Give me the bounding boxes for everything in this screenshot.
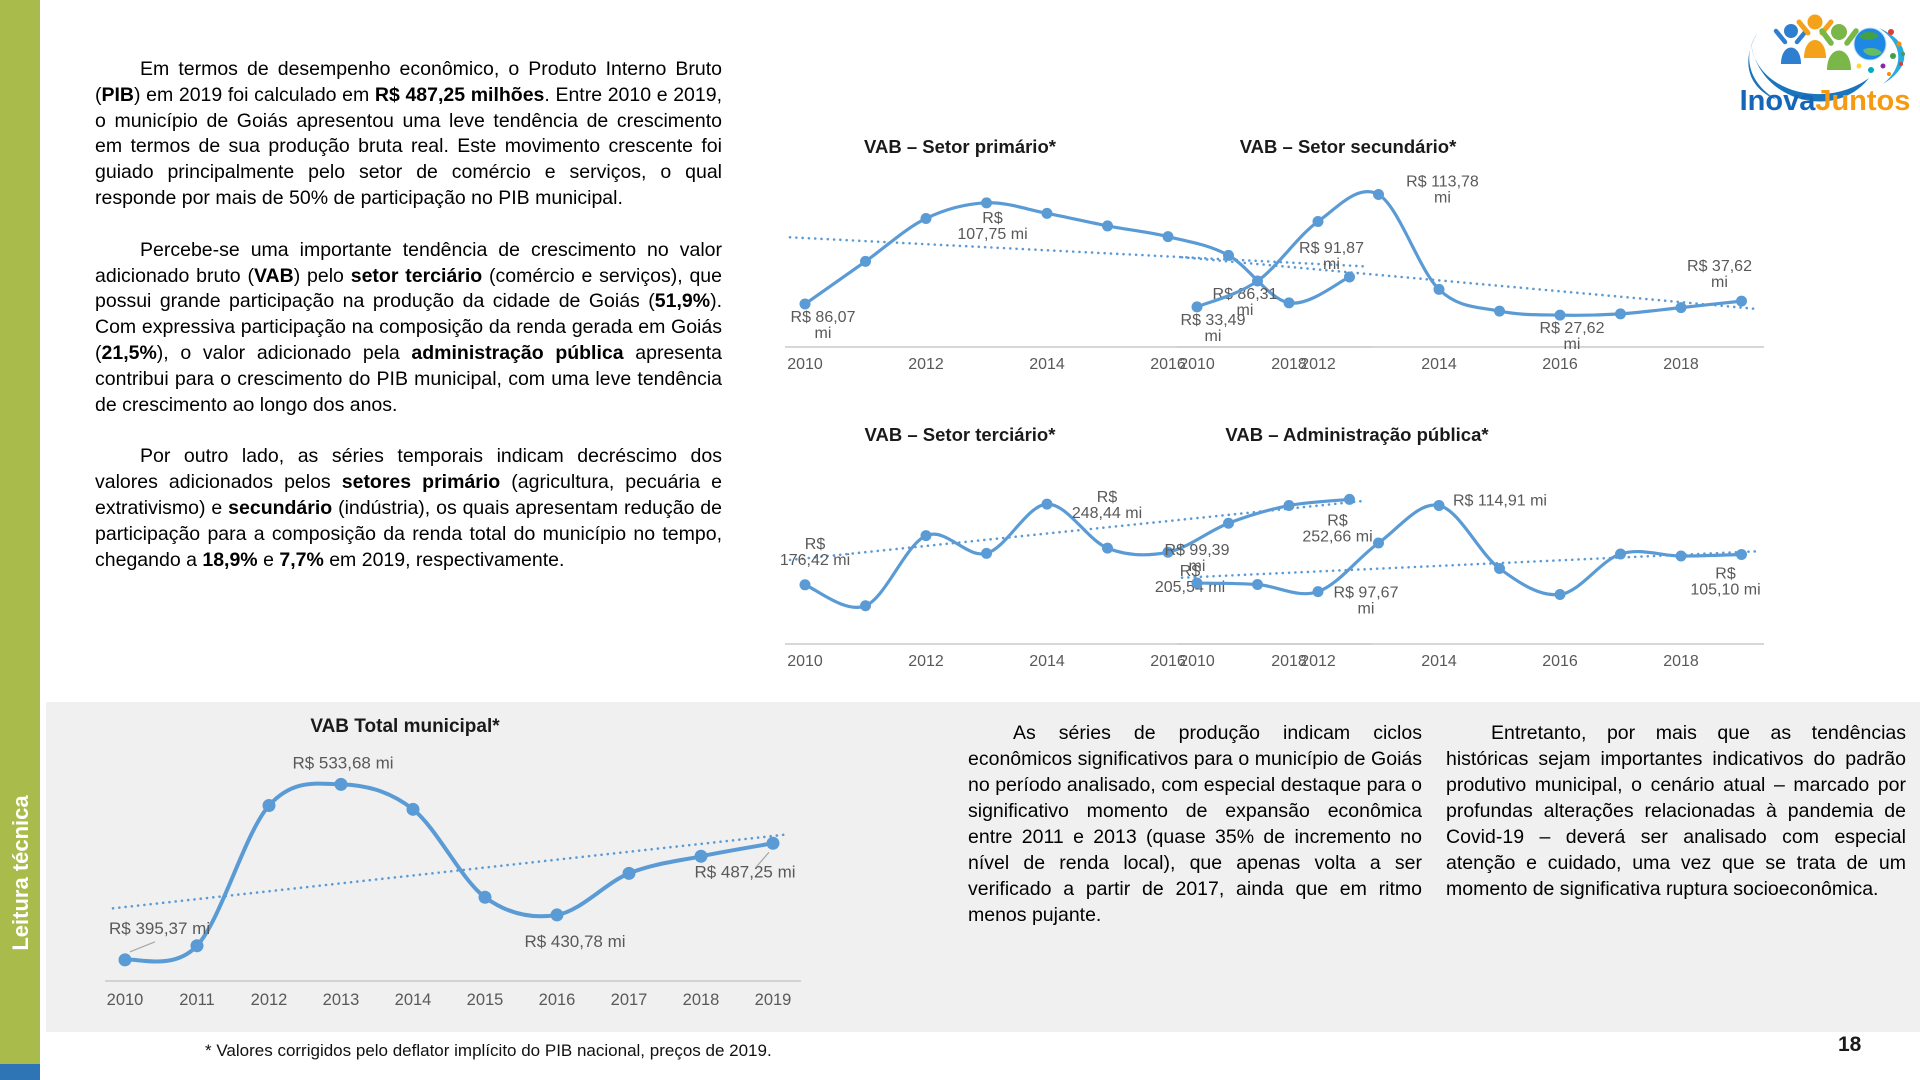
svg-text:2010: 2010 [787,653,823,670]
bottom-right-column: Entretanto, por mais que as tendências h… [1446,720,1906,902]
bottom-gray-band [46,702,1920,1032]
svg-text:R$ 487,25 mi: R$ 487,25 mi [694,862,795,881]
svg-text:R$ 114,91 mi: R$ 114,91 mi [1453,492,1547,509]
corner-accent-square [0,1064,40,1080]
svg-text:R$: R$ [1327,512,1348,529]
logo-text-inova: Inova [1740,85,1817,117]
chart-title-administracao: VAB – Administração pública* [1225,424,1489,445]
svg-text:mi: mi [1434,190,1451,207]
svg-text:R$ 33,49: R$ 33,49 [1181,312,1246,329]
svg-text:mi: mi [1205,328,1222,345]
svg-text:R$ 86,31: R$ 86,31 [1213,286,1278,303]
logo-wordmark: InovaJuntos [1740,85,1911,117]
svg-text:2010: 2010 [1179,356,1215,373]
svg-text:mi: mi [815,325,832,342]
svg-text:2014: 2014 [1421,356,1457,373]
logo-swoosh-main [1751,44,1869,102]
paragraph-pib: Em termos de desempenho econômico, o Pro… [95,58,722,209]
svg-text:252,66 mi: 252,66 mi [1302,528,1372,545]
svg-text:mi: mi [1711,274,1728,291]
chart-vab-total: 2010 2011 2012 2013 2014 2015 2016 2017 2018 2019… [105,753,801,1009]
svg-text:R$ 91,87: R$ 91,87 [1299,240,1364,257]
svg-text:R$ 27,62: R$ 27,62 [1540,320,1605,337]
svg-text:2014: 2014 [1421,653,1457,670]
svg-text:R$ 430,78 mi: R$ 430,78 mi [524,932,625,951]
chart-title-total: VAB Total municipal* [310,716,500,737]
svg-text:2018: 2018 [683,991,720,1009]
logo-dots [1856,29,1905,76]
sidebar-vertical-label: Leitura técnica [8,795,33,951]
logo-text-juntos: Juntos [1815,85,1910,117]
svg-text:R$: R$ [1715,566,1736,583]
svg-text:2015: 2015 [467,991,504,1009]
svg-text:2014: 2014 [1029,653,1065,670]
main-article: Em termos de desempenho econômico, o Pro… [95,57,722,599]
svg-text:105,10 mi: 105,10 mi [1690,582,1760,599]
svg-text:mi: mi [1323,256,1340,273]
logo-swoosh-left [1748,34,1777,100]
svg-text:R$ 395,37 mi: R$ 395,37 mi [109,919,210,938]
svg-text:R$ 533,68 mi: R$ 533,68 mi [292,753,393,772]
svg-text:R$ 99,39: R$ 99,39 [1165,542,1230,559]
svg-text:mi: mi [1237,302,1254,319]
svg-text:2016: 2016 [1150,356,1186,373]
svg-text:R$ 86,07: R$ 86,07 [791,309,856,326]
chart-title-secundario: VAB – Setor secundário* [1239,136,1457,157]
svg-text:248,44 mi: 248,44 mi [1072,505,1142,522]
svg-text:2012: 2012 [1300,653,1336,670]
paragraph-entretanto-covid: Entretanto, por mais que as tendências h… [1446,722,1906,900]
svg-text:R$ 113,78: R$ 113,78 [1406,174,1479,191]
svg-text:2014: 2014 [395,991,432,1009]
paragraph-setores-primario-secundario: Por outro lado, as séries temporais indi… [95,445,723,571]
svg-text:R$: R$ [805,536,826,553]
chart-title-terciario: VAB – Setor terciário* [864,424,1056,445]
svg-text:2011: 2011 [179,991,214,1009]
svg-text:mi: mi [1564,336,1581,353]
paragraph-vab-terciario: Percebe-se uma importante tendência de c… [95,238,722,416]
svg-text:2010: 2010 [787,356,823,373]
footnote: * Valores corrigidos pelo deflator implí… [205,1041,772,1060]
sidebar-accent-bar [0,0,40,1064]
svg-text:2018: 2018 [1663,653,1699,670]
svg-text:2018: 2018 [1271,356,1307,373]
svg-text:2012: 2012 [908,653,944,670]
logo-person-blue [1773,24,1809,64]
svg-text:2016: 2016 [1542,356,1578,373]
svg-text:mi: mi [1358,601,1375,618]
svg-text:2013: 2013 [323,991,360,1009]
svg-text:2018: 2018 [1271,653,1307,670]
inovajuntos-logo: InovaJuntos [1740,14,1911,117]
logo-globe [1853,27,1887,61]
bottom-middle-column: As séries de produção indicam ciclos eco… [968,720,1422,928]
svg-text:2014: 2014 [1029,356,1065,373]
logo-person-green [1819,24,1859,70]
svg-text:2016: 2016 [1150,653,1186,670]
svg-text:2012: 2012 [1300,356,1336,373]
svg-text:2012: 2012 [908,356,944,373]
svg-text:2016: 2016 [539,991,576,1009]
svg-text:2016: 2016 [1542,653,1578,670]
svg-text:R$: R$ [982,210,1003,227]
svg-text:2010: 2010 [107,991,144,1009]
svg-text:2019: 2019 [755,991,792,1009]
svg-text:2018: 2018 [1663,356,1699,373]
page-number: 18 [1838,1033,1862,1056]
svg-text:R$ 97,67: R$ 97,67 [1334,585,1399,602]
svg-text:2012: 2012 [251,991,288,1009]
svg-text:2010: 2010 [1179,653,1215,670]
svg-text:R$ 37,62: R$ 37,62 [1687,258,1752,275]
svg-text:107,75 mi: 107,75 mi [957,226,1027,243]
svg-text:R$: R$ [1097,489,1118,506]
svg-text:mi: mi [1189,558,1206,575]
svg-text:2017: 2017 [611,991,648,1009]
svg-text:176,42 mi: 176,42 mi [780,552,850,569]
paragraph-series-producao: As séries de produção indicam ciclos eco… [968,722,1422,926]
chart-title-primario: VAB – Setor primário* [864,136,1056,157]
